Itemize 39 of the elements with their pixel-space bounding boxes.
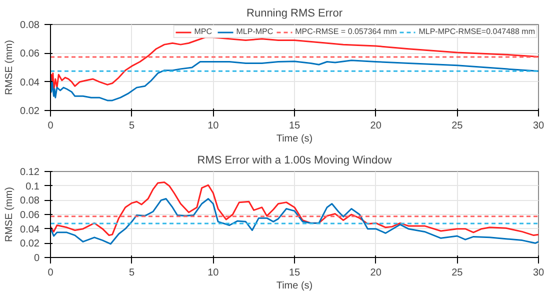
- x-tick-label: 5: [129, 268, 136, 278]
- y-tick-label: 0.04: [20, 77, 40, 88]
- y-tick-label: 0.06: [20, 210, 40, 221]
- legend-label: MPC-RMSE = 0.057364 mm: [295, 27, 397, 36]
- legend-label: MLP-MPC-RMSE=0.047488 mm: [418, 27, 535, 36]
- legend-label: MPC: [194, 27, 214, 36]
- x-tick-label: 15: [288, 120, 300, 132]
- x-tick-label: 20: [370, 120, 382, 132]
- y-tick-label: 0.04: [20, 224, 40, 236]
- line-series: [50, 182, 538, 236]
- y-axis-title: RMSE (mm): [4, 40, 16, 95]
- y-tick-label: 0.08: [20, 20, 40, 31]
- x-tick-label: 5: [129, 120, 136, 132]
- x-tick-label: 20: [370, 268, 382, 278]
- y-tick-label: 0.1: [26, 181, 40, 192]
- x-tick-label: 0: [48, 120, 54, 132]
- x-tick-label: 30: [532, 120, 544, 132]
- line-series: [50, 36, 538, 94]
- x-tick-label: 30: [532, 268, 544, 278]
- chart-title: RMS Error with a 1.00s Moving Window: [197, 154, 392, 166]
- legend-label: MLP-MPC: [236, 27, 274, 36]
- chart-title: Running RMS Error: [246, 8, 343, 20]
- x-tick-label: 10: [208, 120, 220, 132]
- x-axis-title: Time (s): [276, 280, 313, 292]
- line-series: [50, 198, 538, 245]
- y-tick-label: 0.02: [20, 238, 40, 250]
- x-tick-label: 0: [48, 268, 54, 278]
- x-tick-label: 10: [208, 268, 220, 278]
- x-axis-title: Time (s): [276, 134, 313, 144]
- y-axis-title: RMSE (mm): [4, 186, 16, 242]
- x-tick-label: 25: [452, 268, 464, 278]
- y-tick-label: 0: [34, 253, 40, 264]
- x-tick-label: 25: [452, 120, 464, 132]
- line-series: [50, 60, 538, 102]
- y-tick-label: 0.06: [20, 48, 40, 60]
- y-tick-label: 0.02: [20, 106, 40, 117]
- y-tick-label: 0.12: [20, 167, 40, 178]
- x-tick-label: 15: [288, 268, 300, 278]
- y-tick-label: 0.08: [20, 196, 40, 207]
